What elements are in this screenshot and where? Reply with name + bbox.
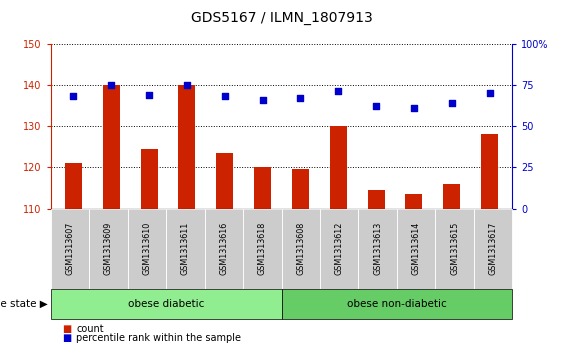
Bar [443,184,461,209]
Bar [141,149,158,209]
Point [220,94,229,99]
Text: GSM1313618: GSM1313618 [258,222,267,275]
Text: GDS5167 / ILMN_1807913: GDS5167 / ILMN_1807913 [191,11,372,25]
Point [447,100,456,106]
Bar [481,134,498,209]
Bar [178,85,195,209]
Text: GSM1313610: GSM1313610 [142,222,151,275]
Text: percentile rank within the sample: percentile rank within the sample [76,333,241,343]
Text: GSM1313615: GSM1313615 [450,222,459,276]
Text: obese non-diabetic: obese non-diabetic [347,299,447,309]
Point [258,97,267,103]
Text: ■: ■ [62,323,71,334]
Bar [292,170,309,209]
Bar [254,167,271,209]
Text: GSM1313617: GSM1313617 [489,222,498,276]
Text: GSM1313614: GSM1313614 [412,222,421,275]
Bar [405,194,422,209]
Bar [65,163,82,209]
Text: GSM1313607: GSM1313607 [65,222,74,276]
Text: GSM1313613: GSM1313613 [373,222,382,275]
Bar [102,85,120,209]
Point [182,82,191,88]
Point [409,105,418,111]
Point [334,89,343,94]
Bar [330,126,347,209]
Point [69,94,78,99]
Text: GSM1313609: GSM1313609 [104,222,113,276]
Text: GSM1313608: GSM1313608 [296,222,305,275]
Text: GSM1313611: GSM1313611 [181,222,190,275]
Text: count: count [76,323,104,334]
Point [372,103,381,109]
Text: obese diabetic: obese diabetic [128,299,204,309]
Text: disease state ▶: disease state ▶ [0,299,48,309]
Point [107,82,116,88]
Text: ■: ■ [62,333,71,343]
Text: GSM1313612: GSM1313612 [335,222,343,276]
Point [145,92,154,98]
Bar [216,153,233,209]
Text: GSM1313616: GSM1313616 [220,222,228,275]
Bar [368,190,385,209]
Point [485,90,494,96]
Point [296,95,305,101]
